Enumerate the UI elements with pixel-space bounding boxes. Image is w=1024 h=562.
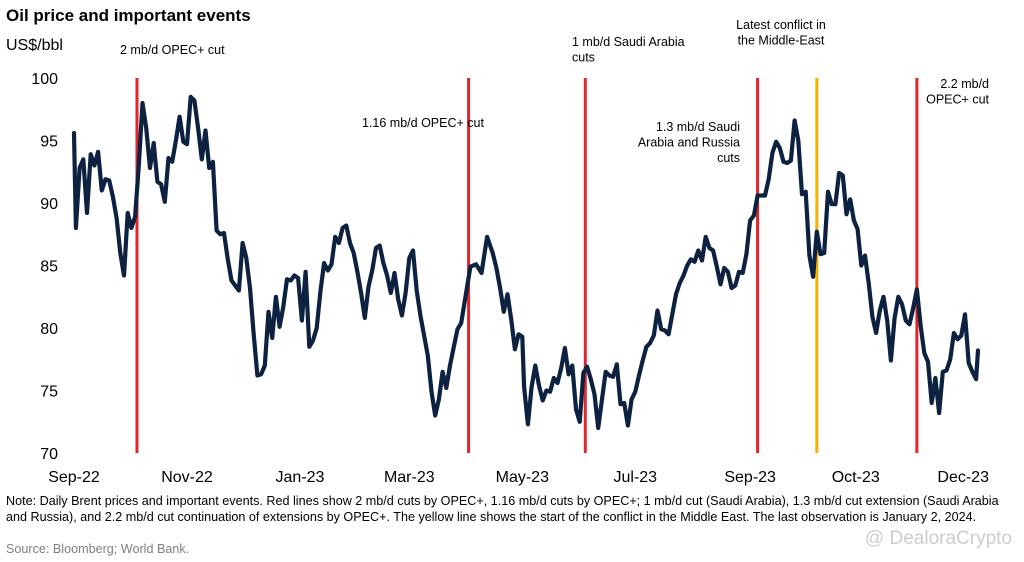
y-tick-label: 95: [40, 134, 58, 151]
x-tick-label: Nov-22: [161, 469, 213, 486]
price-series: [71, 94, 981, 431]
x-tick-label: Oct-23: [832, 469, 880, 486]
event-annotations: 2 mb/d OPEC+ cut 1.16 mb/d OPEC+ cut 1 mb/…: [120, 18, 990, 165]
x-tick-label: Sep-22: [48, 469, 100, 486]
event-annotation-text: 1.3 mb/d Saudi: [656, 120, 740, 134]
watermark: @ DealoraCrypto: [864, 528, 1012, 549]
y-axis-label: US$/bbl: [6, 37, 63, 54]
event-annotation-text: 1.16 mb/d OPEC+ cut: [362, 116, 484, 130]
chart-title: Oil price and important events: [6, 6, 251, 25]
event-annotation-text: 1 mb/d Saudi Arabia: [572, 35, 685, 49]
event-annotation-text: cuts: [572, 51, 595, 65]
event-annotation-text: cuts: [717, 151, 740, 165]
x-tick-label: May-23: [496, 469, 549, 486]
chart-note: Note: Daily Brent prices and important e…: [6, 494, 999, 524]
x-tick-label: Jan-23: [276, 469, 325, 486]
x-tick-label: Dec-23: [937, 469, 989, 486]
x-axis: Sep-22 Nov-22 Jan-23 Mar-23 May-23 Jul-23 Sep-…: [48, 469, 989, 486]
event-annotation-text: 2.2 mb/d: [940, 77, 989, 91]
event-lines: [135, 78, 919, 453]
brent-price-line: [71, 94, 981, 431]
y-axis: 70 75 80 85 90 95 100: [31, 71, 58, 463]
x-tick-label: Sep-23: [724, 469, 776, 486]
x-tick-label: Jul-23: [614, 469, 658, 486]
x-tick-label: Mar-23: [384, 469, 435, 486]
y-tick-label: 100: [31, 71, 58, 88]
event-annotation-text: the Middle-East: [738, 34, 825, 48]
chart-source: Source: Bloomberg; World Bank.: [6, 542, 190, 556]
y-tick-label: 90: [40, 196, 58, 213]
event-annotation-text: Latest conflict in: [736, 18, 826, 32]
y-tick-label: 80: [40, 321, 58, 338]
oil-price-chart: Oil price and important events US$/bbl 7…: [6, 6, 990, 486]
event-annotation-text: Arabia and Russia: [638, 136, 740, 150]
event-annotation-text: OPEC+ cut: [926, 93, 989, 107]
y-tick-label: 85: [40, 259, 58, 276]
y-tick-label: 75: [40, 384, 58, 401]
y-tick-label: 70: [40, 446, 58, 463]
event-annotation-text: 2 mb/d OPEC+ cut: [120, 43, 225, 57]
